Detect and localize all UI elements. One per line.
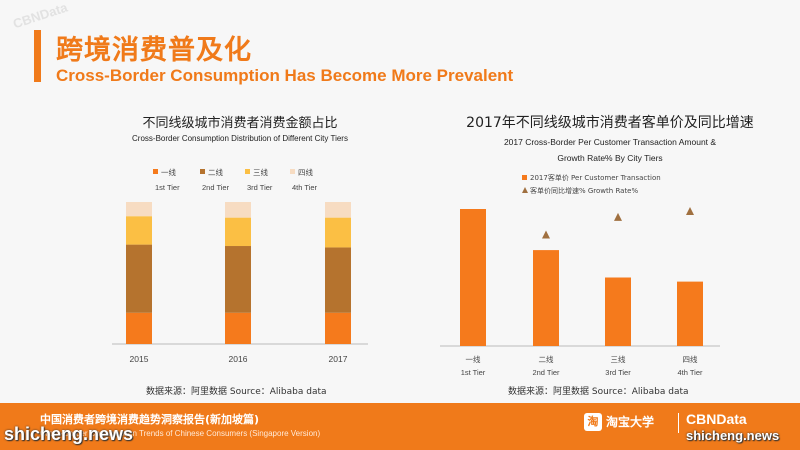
left-chart-title: 不同线级城市消费者消费金额占比 (142, 116, 338, 131)
legend-label: 客单价同比增速% Growth Rate% (530, 186, 638, 195)
bar (533, 250, 559, 346)
growth-marker (542, 230, 550, 239)
right-chart-title: 2017年不同线级城市消费者客单价及同比增速 (466, 115, 754, 131)
page-title-cn: 跨境消费普及化 (56, 35, 252, 66)
taobao-university-logo-text: 淘宝大学 (606, 415, 655, 429)
legend-swatch (200, 169, 205, 174)
footer-bar: 中国消费者跨境消费趋势洞察报告(新加坡篇) Cross-Border Consu… (0, 403, 800, 450)
right-chart-subtitle: 2017 Cross-Border Per Customer Transacti… (440, 134, 780, 166)
x-tick-label: 2015 (130, 354, 149, 364)
stacked-bar-segment (325, 312, 351, 344)
right-chart-subtitle-line1: 2017 Cross-Border Per Customer Transacti… (503, 137, 717, 147)
bar (677, 281, 703, 346)
legend-label: 2017客单价 Per Customer Transaction (530, 173, 661, 182)
stacked-bar-segment (225, 202, 251, 218)
cbndata-logo: CBNData (686, 411, 747, 427)
stacked-bar-segment (126, 202, 152, 217)
legend-label-en: 1st Tier (155, 183, 180, 192)
stacked-bar-segment (126, 244, 152, 313)
legend-label-cn: 一线 (161, 167, 176, 177)
stacked-bar-segment (225, 217, 251, 247)
x-tick-label-cn: 一线 (466, 354, 481, 364)
stacked-bar-segment (225, 246, 251, 313)
x-tick-label: 2016 (229, 354, 248, 364)
legend-label-cn: 四线 (298, 167, 313, 177)
watermark-left: shicheng.news (4, 424, 134, 444)
stacked-bar-segment (325, 217, 351, 248)
legend-label-cn: 二线 (208, 167, 223, 177)
bar (605, 277, 631, 346)
legend-triangle-icon (522, 187, 528, 193)
legend-label-en: 4th Tier (292, 183, 318, 192)
x-tick-label: 2017 (329, 354, 348, 364)
legend-swatch (522, 175, 527, 180)
legend-label-en: 3rd Tier (247, 183, 273, 192)
page-title-en: Cross-Border Consumption Has Become More… (56, 66, 514, 85)
stacked-bar-segment (325, 247, 351, 313)
right-chart-source: 数据来源：阿里数据 Source：Alibaba data (508, 387, 689, 397)
legend-swatch (153, 169, 158, 174)
x-tick-label-cn: 四线 (683, 354, 698, 364)
footer-report-title-en: Cross-Border Consumption Trends of Chine… (40, 429, 321, 438)
taobao-university-logo-icon: 淘 (584, 413, 602, 431)
growth-marker (614, 212, 622, 221)
right-chart-subtitle-line2: Growth Rate% By City Tiers (557, 153, 663, 163)
watermark-right: shicheng.news (686, 428, 780, 443)
x-tick-label-en: 2nd Tier (532, 368, 560, 377)
left-chart-source: 数据来源：阿里数据 Source：Alibaba data (146, 387, 327, 397)
legend-label-cn: 三线 (253, 167, 268, 177)
title-accent-bar (34, 30, 41, 82)
logo-divider (678, 413, 679, 433)
x-tick-label-cn: 三线 (611, 354, 626, 364)
stacked-bar-segment (126, 312, 152, 344)
x-tick-label-en: 3rd Tier (605, 368, 631, 377)
stacked-bar-segment (126, 216, 152, 245)
x-tick-label-cn: 二线 (539, 354, 554, 364)
footer-report-title-cn: 中国消费者跨境消费趋势洞察报告(新加坡篇) (40, 413, 260, 426)
bar (460, 209, 486, 346)
legend-swatch (290, 169, 295, 174)
left-chart-subtitle: Cross-Border Consumption Distribution of… (132, 134, 348, 143)
growth-marker (686, 207, 694, 215)
stacked-bar-segment (225, 312, 251, 344)
legend-label-en: 2nd Tier (202, 183, 230, 192)
legend-swatch (245, 169, 250, 174)
x-tick-label-en: 1st Tier (461, 368, 486, 377)
stacked-bar-segment (325, 202, 351, 218)
x-tick-label-en: 4th Tier (677, 368, 703, 377)
